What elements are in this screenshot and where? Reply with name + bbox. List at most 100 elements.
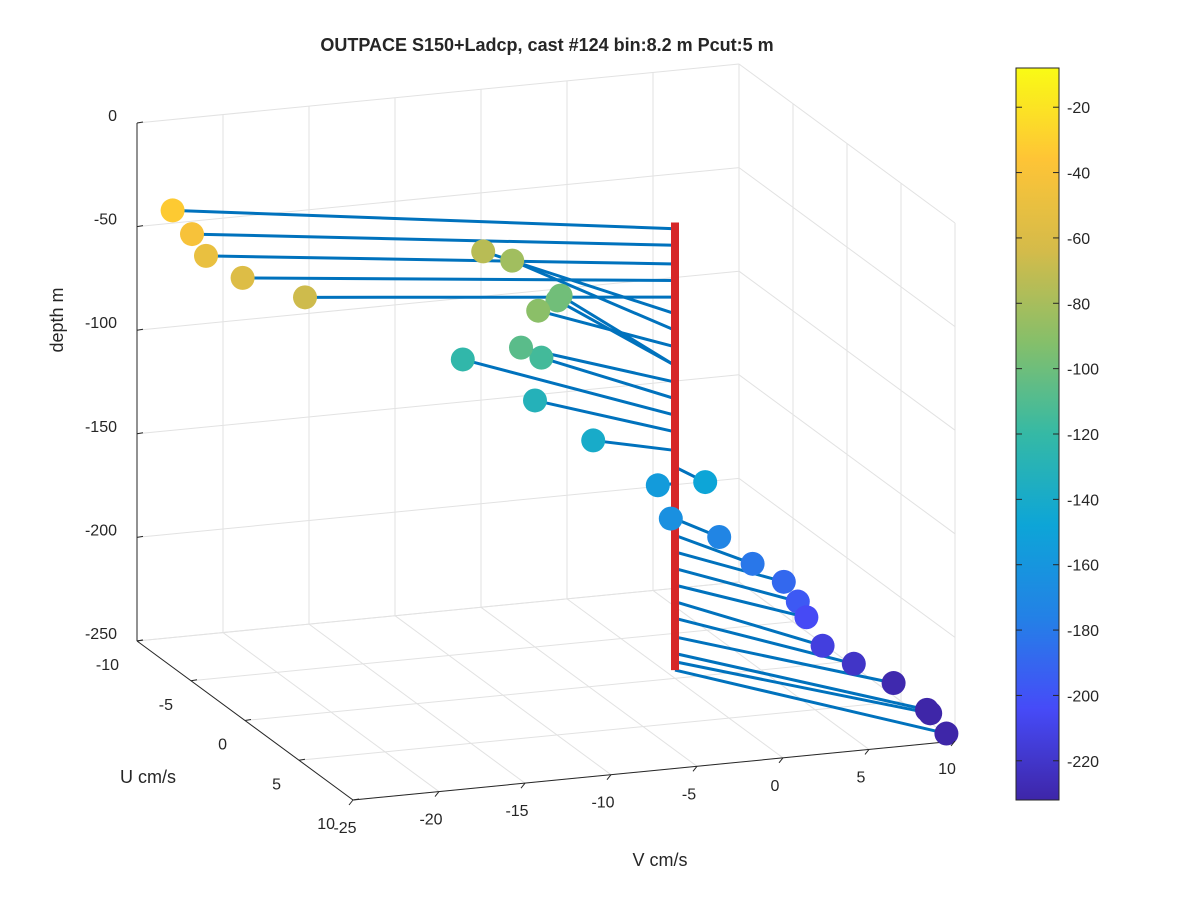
velocity-stick [172,208,676,231]
grid-line [738,63,956,224]
velocity-stick [559,294,676,367]
colorbar-tick-label: -140 [1067,492,1099,509]
velocity-stick [674,635,894,685]
colorbar-tick-label: -200 [1067,688,1099,705]
y-tick-mark [352,798,360,801]
velocity-point [293,285,317,310]
grid-line [136,477,740,538]
colorbar-tick-label: -60 [1067,231,1090,248]
velocity-point [160,198,185,223]
velocity-point [194,243,218,268]
grid-line [136,63,740,124]
z-tick-mark [136,328,144,331]
grid-line [136,581,740,642]
colorbar-tick-label: -120 [1067,427,1099,444]
colorbar-tick-label: -40 [1067,166,1090,183]
x-axis-line [352,740,956,801]
velocity-point [471,239,496,264]
x-tick-label: -25 [333,820,356,837]
velocity-point [509,335,533,360]
z-tick-mark [136,535,144,538]
x-tick-mark [348,799,354,806]
x-tick-mark [950,740,956,747]
axis-ticks: -25 -20 -15 -10 -5 0 5 10-10-505100-50-100-150-… [85,108,956,837]
velocity-stick [534,399,676,434]
grid-line [738,477,956,638]
chart-title: OUTPACE S150+Ladcp, cast #124 bin:8.2 m … [320,35,773,55]
velocity-stick [540,356,676,401]
velocity-point [180,222,204,247]
x-tick-mark [434,791,440,797]
velocity-point [500,248,525,273]
velocity-point [707,525,732,550]
z-tick-mark [136,121,144,124]
colorbar-gradient [1015,67,1060,801]
x-tick-mark [778,757,784,764]
grid-line [136,167,740,228]
velocity-stick [674,652,928,712]
velocity-stick [674,660,931,715]
x-tick-label: 5 [857,769,866,786]
z-tick-mark [136,432,144,435]
velocity-point [693,470,718,495]
y-tick-mark [244,719,252,721]
grid-line [298,700,902,761]
x-tick-mark [864,749,870,755]
colorbar-tick-label: -220 [1067,754,1099,771]
colorbar: -20 -40 -60 -80 -100 -120 -140 -160 -180 -200 -220 [1015,67,1099,801]
z-tick-label: -100 [85,315,117,332]
velocity-point [230,265,255,290]
z-tick-mark [136,639,144,642]
z-tick-label: -250 [85,626,117,643]
grid-line [738,374,956,535]
y-tick-label: 10 [317,816,335,833]
velocity-stick [191,232,676,247]
x-tick-label: -15 [505,803,528,820]
x-axis-label: V cm/s [632,850,687,870]
velocity-point [523,388,547,413]
colorbar-tick-label: -20 [1067,100,1090,117]
velocity-point [934,721,959,746]
velocity-stick [674,533,754,566]
x-tick-label: -20 [419,812,442,829]
grid-line [190,621,794,682]
velocity-point [771,569,796,594]
y-tick-mark [298,758,306,761]
velocity-point [740,551,765,576]
grid-line [136,374,740,435]
colorbar-tick-label: -180 [1067,623,1099,640]
grid-line [738,270,956,431]
y-axis-label: U cm/s [120,767,176,787]
z-tick-label: -150 [85,419,117,436]
grid-line [244,661,848,721]
x-tick-label: -10 [591,795,614,812]
z-tick-label: -200 [85,522,117,539]
velocity-point [545,288,570,313]
velocity-point [529,345,554,370]
y-tick-label: 5 [272,776,281,793]
velocity-point [881,671,906,696]
velocity-point [794,605,819,630]
velocity-stick [674,550,785,584]
velocity-stick [511,259,676,332]
colorbar-tick-label: -80 [1067,296,1090,313]
velocity-stick [205,254,676,266]
x-tick-label: -5 [682,786,696,803]
x-tick-mark [520,782,526,789]
x-tick-mark [606,774,612,781]
z-tick-label: -50 [94,212,117,229]
colorbar-tick-label: -100 [1067,362,1099,379]
velocity-points [160,198,959,746]
velocity-point [658,506,683,531]
y-tick-label: -10 [96,657,119,674]
velocity-point [915,697,939,722]
z-tick-label: 0 [108,108,117,125]
velocity-stick [674,668,947,736]
velocity-point [450,347,475,372]
z-tick-mark [136,225,144,228]
velocity-stick [674,567,799,603]
velocity-stick [674,600,824,648]
velocity-stick [593,438,676,452]
velocity-point [645,473,670,498]
